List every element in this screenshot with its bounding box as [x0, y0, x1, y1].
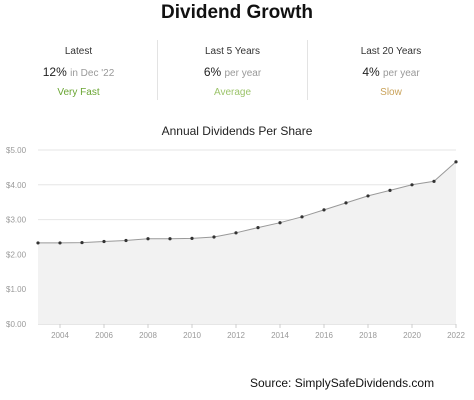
stat-value: 12%	[42, 65, 67, 79]
x-tick-label: 2008	[139, 331, 157, 340]
stat-desc: Average	[213, 87, 252, 98]
y-tick-label: $5.00	[6, 146, 27, 155]
data-point	[146, 237, 150, 241]
stat-desc: Very Fast	[57, 87, 100, 98]
data-point	[432, 179, 436, 183]
y-tick-label: $1.00	[6, 285, 27, 294]
stat-value-line: 4% per year	[308, 65, 474, 79]
stat-value: 4%	[362, 65, 380, 79]
data-point	[102, 239, 106, 244]
x-tick-label: 2014	[271, 331, 289, 340]
x-tick-label: 2010	[183, 331, 201, 340]
x-tick-label: 2022	[447, 331, 465, 340]
source-credit: Source: SimplySafeDividends.com	[250, 376, 435, 390]
stat-divider	[307, 40, 308, 100]
stat-value: 6%	[203, 65, 222, 79]
x-tick-label: 2012	[227, 331, 245, 340]
data-point	[366, 194, 370, 198]
stat-sub: per year	[383, 68, 420, 79]
page-title: Dividend Growth	[161, 2, 313, 23]
x-tick-label: 2016	[315, 331, 333, 340]
data-point	[322, 208, 326, 212]
data-point	[278, 221, 282, 225]
x-tick-label: 2006	[95, 331, 113, 340]
points-layer	[36, 160, 458, 245]
data-point	[256, 226, 260, 230]
stat-value-line: 6% per year	[158, 65, 307, 79]
series-line	[38, 161, 457, 244]
data-point	[388, 188, 392, 192]
stat-label: Last 5 Years	[204, 46, 261, 57]
data-point	[410, 183, 414, 187]
y-tick-layer: $0.00 $1.00 $2.00 $3.00 $4.00 $5.00	[6, 146, 27, 329]
y-tick-label: $4.00	[6, 181, 27, 190]
y-tick-label: $2.00	[6, 250, 27, 259]
stat-sub: per year	[224, 68, 262, 79]
x-tick-label: 2004	[51, 331, 69, 340]
data-point	[36, 241, 40, 245]
data-point	[168, 237, 172, 241]
stat-divider	[157, 40, 158, 100]
chart-title: Annual Dividends Per Share	[161, 124, 313, 138]
stat-latest: Latest 12% in Dec '22 Very Fast	[0, 36, 157, 106]
x-tick-label: 2020	[403, 331, 421, 340]
stat-label: Last 20 Years	[360, 46, 422, 57]
stat-desc: Slow	[380, 87, 402, 98]
stats-row: Latest 12% in Dec '22 Very Fast Last 5 Y…	[0, 36, 474, 106]
data-point	[190, 236, 194, 240]
stat-sub: in Dec '22	[70, 68, 115, 79]
data-point	[212, 235, 216, 239]
stat-last-5-years: Last 5 Years 6% per year Average	[158, 36, 307, 106]
stat-last-20-years: Last 20 Years 4% per year Slow	[308, 36, 474, 106]
y-tick-label: $0.00	[6, 320, 27, 329]
data-point	[124, 238, 128, 243]
y-tick-label: $3.00	[6, 216, 27, 225]
data-point	[344, 201, 348, 205]
x-tick-label: 2018	[359, 331, 377, 340]
data-point	[58, 241, 62, 245]
stat-value-line: 12% in Dec '22	[0, 65, 157, 79]
x-tick-layer: 2004 2006 2008 2010 2012 2014 2016 2018 2020 2022	[51, 331, 465, 340]
data-point	[234, 231, 238, 235]
data-point	[300, 215, 304, 219]
data-point	[80, 240, 84, 245]
stat-label: Latest	[64, 46, 93, 57]
data-point	[454, 160, 458, 164]
area-fill	[38, 161, 456, 324]
